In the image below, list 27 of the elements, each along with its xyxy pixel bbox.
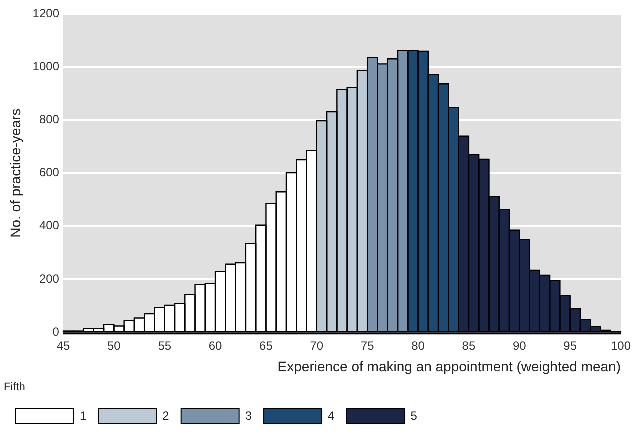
x-tick-label: 70 bbox=[310, 339, 324, 354]
x-tick-label: 55 bbox=[158, 339, 172, 354]
y-tick-label: 200 bbox=[39, 272, 60, 286]
y-tick-label: 1000 bbox=[32, 59, 60, 74]
legend-label: 1 bbox=[80, 408, 87, 423]
x-tick-label: 80 bbox=[412, 339, 426, 354]
x-tick-label: 60 bbox=[208, 339, 223, 354]
x-tick-label: 85 bbox=[462, 339, 476, 354]
y-tick-label: 0 bbox=[52, 324, 60, 339]
legend-label: 5 bbox=[410, 408, 418, 423]
y-tick-label: 1200 bbox=[32, 6, 60, 20]
x-tick-label: 75 bbox=[360, 339, 375, 354]
x-tick-label: 50 bbox=[108, 339, 122, 354]
x-tick-label: 90 bbox=[512, 339, 527, 354]
x-tick-label: 45 bbox=[56, 339, 70, 354]
x-tick-label: 95 bbox=[564, 339, 578, 354]
legend-label: 3 bbox=[245, 408, 252, 423]
x-tick-label: 100 bbox=[610, 339, 632, 354]
legend-label: 2 bbox=[162, 408, 170, 423]
y-tick-label: 800 bbox=[39, 112, 60, 127]
legend-title: Fifth bbox=[4, 381, 26, 394]
y-tick-label: 600 bbox=[39, 166, 60, 180]
x-axis-title: Experience of making an appointment (weighted mean) bbox=[278, 358, 621, 374]
y-axis-title: No. of practice-years bbox=[7, 108, 24, 238]
legend-label: 4 bbox=[328, 408, 336, 423]
y-tick-label: 400 bbox=[39, 218, 60, 233]
x-tick-label: 65 bbox=[260, 339, 274, 354]
